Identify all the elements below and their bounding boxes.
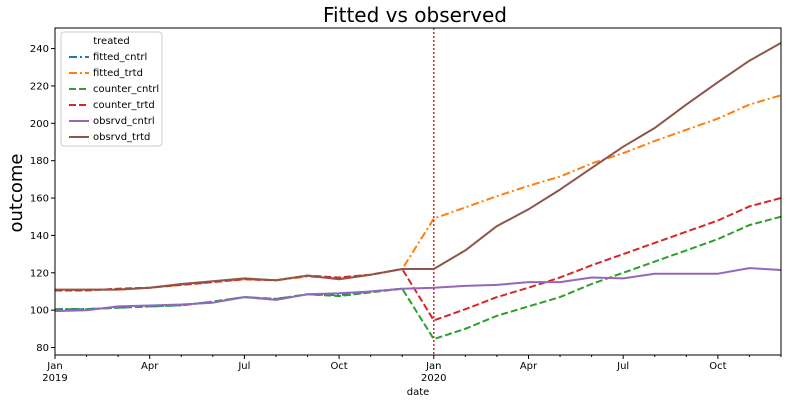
y-tick-label: 100 bbox=[30, 306, 49, 317]
x-tick-label: Jan bbox=[46, 361, 62, 372]
series-line-obsrvd_trtd bbox=[55, 42, 782, 291]
x-tick-sublabel: 2019 bbox=[42, 373, 67, 384]
y-tick-label: 200 bbox=[30, 119, 49, 130]
legend-label-obsrvd_cntrl: obsrvd_cntrl bbox=[93, 116, 155, 127]
x-tick-label: Apr bbox=[141, 361, 159, 372]
y-tick-label: 160 bbox=[30, 194, 49, 205]
x-tick-sublabel: 2020 bbox=[421, 373, 446, 384]
legend: treated fitted_cntrl fitted_trtd counter_cn… bbox=[60, 31, 163, 147]
plot-frame bbox=[54, 27, 782, 356]
legend-box bbox=[60, 31, 163, 147]
y-axis: 80 100 120 140 160 180 200 220 240 bbox=[30, 44, 55, 354]
series-line-obsrvd_cntrl bbox=[54, 267, 782, 313]
series-line-counter_trtd bbox=[55, 197, 782, 322]
chart-title: Fitted vs observed bbox=[323, 3, 507, 27]
y-axis-label: outcome bbox=[6, 154, 27, 233]
y-tick-label: 220 bbox=[30, 81, 49, 92]
x-tick-label: Jul bbox=[616, 361, 629, 372]
y-tick-label: 120 bbox=[30, 268, 49, 279]
series-line-counter_cntrl bbox=[55, 215, 782, 341]
x-tick-label: Jul bbox=[237, 361, 250, 372]
plot-area bbox=[54, 27, 782, 356]
x-tick-label: Oct bbox=[709, 361, 726, 372]
legend-label-fitted_trtd: fitted_trtd bbox=[93, 68, 143, 79]
series-line-fitted_trtd bbox=[54, 94, 782, 292]
x-axis-label: date bbox=[407, 387, 430, 398]
legend-label-counter_cntrl: counter_cntrl bbox=[93, 84, 159, 95]
x-tick-label: Apr bbox=[520, 361, 538, 372]
x-tick-label: Oct bbox=[330, 361, 347, 372]
y-tick-label: 80 bbox=[36, 343, 49, 354]
legend-label-counter_trtd: counter_trtd bbox=[93, 100, 155, 111]
y-tick-label: 240 bbox=[30, 44, 49, 55]
x-tick-label: Jan bbox=[425, 361, 441, 372]
legend-label-obsrvd_trtd: obsrvd_trtd bbox=[93, 132, 150, 143]
legend-label-fitted_cntrl: fitted_cntrl bbox=[93, 52, 147, 63]
legend-title: treated bbox=[93, 36, 130, 47]
y-tick-label: 140 bbox=[30, 231, 49, 242]
y-tick-label: 180 bbox=[30, 156, 49, 167]
